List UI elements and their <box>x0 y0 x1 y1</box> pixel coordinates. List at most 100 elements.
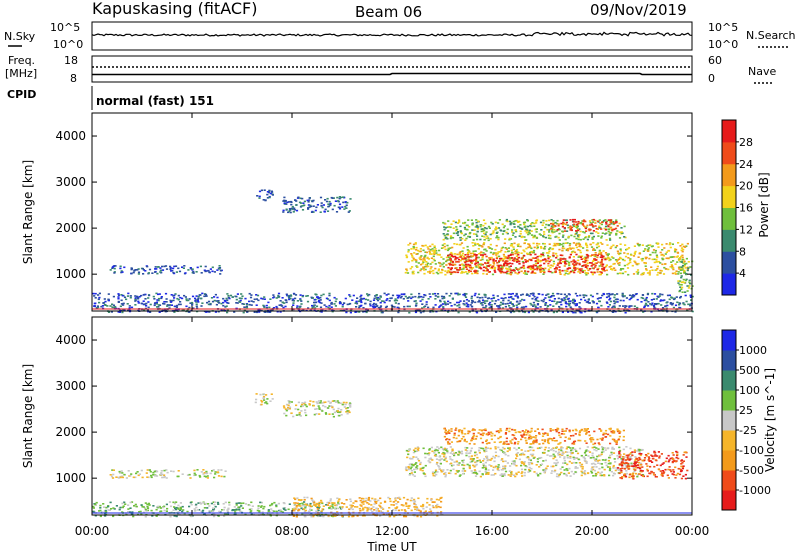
echo-cell <box>482 272 485 275</box>
echo-cell <box>251 505 254 507</box>
echo-cell <box>447 248 450 250</box>
echo-cell <box>203 269 206 272</box>
echo-cell <box>383 292 386 295</box>
echo-cell <box>502 297 505 300</box>
echo-cell <box>463 234 466 237</box>
echo-cell <box>295 204 298 206</box>
echo-cell <box>497 268 500 271</box>
echo-cell <box>546 228 549 231</box>
echo-cell <box>198 509 201 511</box>
echo-cell <box>225 305 228 307</box>
echo-cell <box>673 256 676 258</box>
echo-cell <box>385 305 388 308</box>
echo-cell <box>299 197 302 200</box>
echo-cell <box>165 503 168 506</box>
echo-cell <box>412 243 416 246</box>
echo-cell <box>278 509 281 512</box>
echo-cell <box>485 255 488 258</box>
echo-cell <box>380 300 384 302</box>
echo-cell <box>515 292 518 295</box>
echo-cell <box>444 223 447 225</box>
echo-cell <box>292 515 295 517</box>
echo-cell <box>104 509 107 512</box>
echo-cell <box>493 302 497 305</box>
echo-cell <box>366 507 369 509</box>
echo-cell <box>616 457 620 460</box>
echo-cell <box>375 502 378 505</box>
echo-cell <box>462 268 465 270</box>
echo-cell <box>464 233 467 235</box>
echo-cell <box>400 509 403 511</box>
echo-cell <box>567 300 571 302</box>
echo-cell <box>449 255 452 258</box>
echo-cell <box>104 304 107 306</box>
echo-cell <box>491 267 494 270</box>
echo-cell <box>170 301 173 303</box>
echo-cell <box>416 509 419 511</box>
echo-cell <box>300 303 303 305</box>
echo-cell <box>556 229 559 231</box>
echo-cell <box>224 501 227 504</box>
echo-cell <box>583 225 586 227</box>
echo-cell <box>539 255 542 258</box>
echo-cell <box>607 459 610 462</box>
echo-cell <box>293 207 296 210</box>
echo-cell <box>412 270 415 273</box>
echo-cell <box>249 296 253 299</box>
echo-cell <box>410 248 413 250</box>
echo-cell <box>316 502 319 505</box>
echo-cell <box>564 451 567 453</box>
echo-cell <box>652 249 656 251</box>
echo-cell <box>481 235 484 237</box>
echo-cell <box>337 503 340 505</box>
echo-cell <box>539 246 543 248</box>
echo-cell <box>328 200 331 203</box>
echo-cell <box>474 301 477 304</box>
echo-cell <box>553 225 556 228</box>
echo-cell <box>685 262 688 265</box>
echo-cell <box>162 302 165 305</box>
echo-cell <box>606 224 609 227</box>
echo-cell <box>311 304 314 307</box>
echo-cell <box>460 242 464 244</box>
echo-cell <box>465 293 468 295</box>
echo-cell <box>494 248 497 251</box>
echo-cell <box>373 509 376 511</box>
echo-cell <box>174 265 178 267</box>
echo-cell <box>567 446 570 448</box>
echo-cell <box>621 258 625 261</box>
echo-cell <box>255 304 258 306</box>
echo-cell <box>538 267 541 269</box>
echo-cell <box>534 264 537 267</box>
echo-cell <box>212 508 215 511</box>
echo-cell <box>117 311 120 313</box>
echo-cell <box>536 246 539 249</box>
echo-cell <box>460 268 463 271</box>
echo-cell <box>565 305 568 308</box>
echo-cell <box>451 237 455 239</box>
echo-cell <box>599 261 602 264</box>
echo-cell <box>589 221 592 224</box>
echo-cell <box>517 447 521 449</box>
echo-cell <box>137 297 140 300</box>
echo-cell <box>689 282 692 285</box>
echo-cell <box>648 303 652 305</box>
echo-cell <box>679 296 682 299</box>
echo-region <box>442 218 627 242</box>
echo-cell <box>568 272 571 275</box>
echo-cell <box>502 226 505 229</box>
echo-cell <box>390 297 393 300</box>
echo-cell <box>506 257 509 260</box>
echo-cell <box>204 270 207 273</box>
echo-cell <box>562 462 565 464</box>
echo-cell <box>488 257 491 259</box>
echo-cell <box>283 196 286 199</box>
echo-cell <box>558 473 561 476</box>
echo-cell <box>630 296 633 299</box>
echo-cell <box>120 470 123 472</box>
echo-cell <box>672 268 675 271</box>
echo-cell <box>319 515 322 517</box>
echo-cell <box>235 298 238 301</box>
echo-cell <box>120 270 123 272</box>
echo-cell <box>480 447 483 450</box>
